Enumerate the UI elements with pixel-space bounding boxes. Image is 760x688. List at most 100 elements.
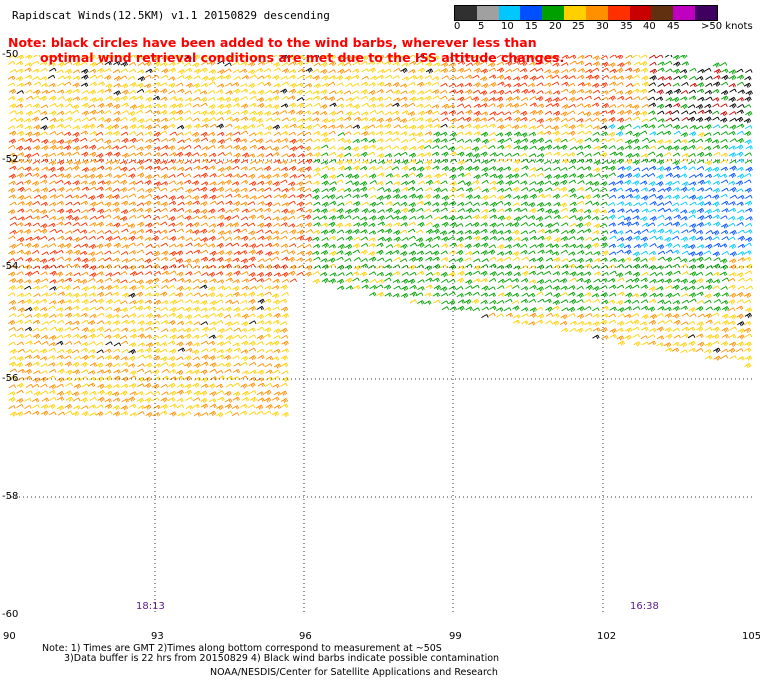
wind-barb [601,250,609,256]
wind-barb [672,300,681,305]
wind-barb [561,104,569,110]
wind-barb [440,188,448,193]
wind-barb [553,237,562,243]
wind-barb [528,173,537,178]
wind-barb [57,186,65,193]
wind-barb [65,116,73,122]
wind-barb [24,62,33,67]
wind-barb [407,102,416,107]
wind-barb [193,270,202,275]
wind-barb [352,124,361,129]
wind-barb [480,131,489,138]
wind-barb [464,74,473,80]
wind-barb [64,61,73,65]
wind-barb [321,237,329,241]
wind-barb [241,307,249,311]
wind-barb [360,95,369,100]
wind-barb [680,186,688,193]
wind-barb [120,209,129,215]
wind-barb [88,180,97,186]
wind-barb [175,103,184,109]
wind-barb [601,299,609,305]
wind-barb [241,278,250,283]
wind-barb [96,235,105,240]
wind-barb [664,278,673,284]
wind-barb [281,172,289,179]
wind-barb [192,103,200,108]
wind-barb [704,284,713,291]
wind-barb [608,124,616,130]
wind-barb [336,159,344,166]
wind-barb [73,278,81,284]
wind-barb [160,109,168,116]
wind-barb [719,159,728,164]
wind-barb [232,173,241,179]
wind-barb [417,242,425,248]
wind-barb [136,138,144,143]
wind-barb [640,180,648,185]
wind-barb [344,244,353,250]
wind-barb [56,194,64,199]
wind-barb [583,209,592,214]
wind-barb [568,130,576,136]
wind-barb [361,102,370,107]
wind-barb [120,279,128,284]
wind-barb [513,145,521,150]
wind-barb [465,166,473,172]
wind-barb [144,74,152,79]
wind-barb [480,111,489,116]
wind-barb [361,145,369,151]
wind-barb [120,285,128,290]
wind-barb [689,201,697,206]
wind-barb [544,215,552,220]
wind-barb [433,180,441,185]
wind-barb [576,151,584,156]
wind-barb [504,158,512,163]
wind-barb [113,90,121,96]
wind-barb [120,125,129,130]
wind-barb [607,109,616,115]
wind-barb [433,285,442,291]
wind-barb [655,153,664,158]
wind-barb [64,312,73,318]
wind-barb [415,292,424,297]
wind-barb [537,249,545,255]
wind-barb [224,159,233,164]
wind-barb [296,257,304,262]
wind-barb [617,208,625,213]
wind-barb [551,81,560,86]
wind-barb [41,313,49,319]
wind-barb [225,116,234,121]
wind-barb [473,194,481,200]
wind-barb [39,95,48,102]
wind-barb [529,102,538,107]
wind-barb [529,110,538,116]
wind-barb [736,68,744,73]
wind-barb [96,123,105,129]
wind-barb [249,116,257,122]
wind-barb [712,187,721,194]
wind-barb [528,125,537,130]
wind-barb [648,55,657,59]
wind-barb [665,222,673,226]
wind-barb [672,306,680,312]
wind-barb [688,145,696,150]
wind-barb [281,278,290,283]
wind-barb [152,215,161,220]
legend-label: 10 [501,21,514,32]
wind-barb [512,152,520,157]
wind-barb [47,124,56,130]
wind-barb [433,299,441,304]
wind-barb [536,167,544,172]
wind-barb [273,187,281,192]
wind-barb [496,174,504,180]
wind-barb [15,257,24,262]
wind-barb [408,124,417,130]
wind-barb [529,181,537,185]
wind-barb [352,61,361,66]
wind-barb [504,207,513,213]
wind-barb [96,271,104,276]
wind-barb [320,250,329,256]
wind-barb [673,256,682,261]
wind-barb [512,180,520,184]
